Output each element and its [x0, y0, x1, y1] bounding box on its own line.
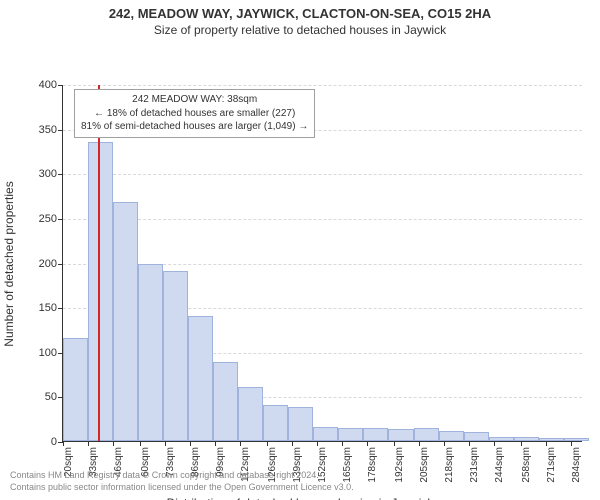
y-tick-mark	[58, 308, 63, 309]
histogram-bar	[313, 427, 338, 441]
x-tick-mark	[571, 441, 572, 446]
y-tick-label: 100	[39, 347, 57, 359]
x-tick-mark	[63, 441, 64, 446]
x-tick-mark	[317, 441, 318, 446]
y-tick-mark	[58, 219, 63, 220]
y-tick-label: 250	[39, 213, 57, 225]
y-axis-title: Number of detached properties	[2, 181, 16, 346]
footer-line-2: Contains public sector information licen…	[10, 482, 600, 494]
x-tick-mark	[215, 441, 216, 446]
annotation-line: ← 18% of detached houses are smaller (22…	[81, 107, 308, 121]
annotation-line: 242 MEADOW WAY: 38sqm	[81, 93, 308, 107]
histogram-bar	[388, 429, 413, 441]
plot-area: 05010015020025030035040020sqm33sqm46sqm6…	[62, 85, 582, 442]
histogram-bar	[514, 437, 539, 441]
x-tick-mark	[367, 441, 368, 446]
x-tick-mark	[521, 441, 522, 446]
x-tick-mark	[419, 441, 420, 446]
x-tick-mark	[444, 441, 445, 446]
histogram-bar	[263, 405, 288, 441]
histogram-bar	[213, 362, 238, 441]
x-axis-title: Distribution of detached houses by size …	[0, 496, 600, 500]
histogram-bar	[113, 202, 138, 441]
histogram-bar	[564, 438, 589, 441]
x-tick-mark	[113, 441, 114, 446]
y-tick-label: 350	[39, 124, 57, 136]
y-tick-label: 200	[39, 258, 57, 270]
property-marker-line	[98, 85, 100, 441]
gridline	[63, 174, 582, 175]
histogram-bar	[539, 438, 564, 441]
annotation-box: 242 MEADOW WAY: 38sqm← 18% of detached h…	[74, 89, 315, 138]
histogram-bar	[63, 338, 88, 441]
histogram-bar	[363, 428, 388, 441]
y-tick-label: 150	[39, 302, 57, 314]
footer-line-1: Contains HM Land Registry data © Crown c…	[10, 470, 600, 482]
x-tick-mark	[546, 441, 547, 446]
histogram-bar	[163, 271, 188, 441]
histogram-bar	[288, 407, 313, 441]
histogram-bar	[238, 387, 263, 441]
gridline	[63, 219, 582, 220]
page-title: 242, MEADOW WAY, JAYWICK, CLACTON-ON-SEA…	[0, 0, 600, 21]
y-tick-mark	[58, 85, 63, 86]
x-tick-mark	[394, 441, 395, 446]
y-tick-label: 0	[51, 436, 57, 448]
annotation-line: 81% of semi-detached houses are larger (…	[81, 120, 308, 134]
histogram-bar	[138, 264, 163, 441]
x-tick-mark	[140, 441, 141, 446]
x-tick-mark	[240, 441, 241, 446]
histogram-bar	[338, 428, 363, 441]
x-tick-mark	[190, 441, 191, 446]
histogram-bar	[464, 432, 489, 441]
histogram-bar	[414, 428, 439, 441]
y-tick-label: 400	[39, 79, 57, 91]
page-subtitle: Size of property relative to detached ho…	[0, 21, 600, 37]
x-tick-mark	[165, 441, 166, 446]
y-tick-label: 300	[39, 168, 57, 180]
x-tick-mark	[494, 441, 495, 446]
gridline	[63, 85, 582, 86]
x-tick-mark	[267, 441, 268, 446]
y-tick-mark	[58, 264, 63, 265]
footer: Contains HM Land Registry data © Crown c…	[0, 470, 600, 493]
x-tick-mark	[292, 441, 293, 446]
x-tick-mark	[469, 441, 470, 446]
histogram-bar	[188, 316, 213, 441]
x-tick-mark	[342, 441, 343, 446]
y-tick-mark	[58, 130, 63, 131]
y-tick-mark	[58, 174, 63, 175]
y-tick-label: 50	[45, 391, 57, 403]
chart-container: Number of detached properties 0501001502…	[0, 37, 600, 500]
histogram-bar	[439, 431, 464, 441]
histogram-bar	[489, 437, 514, 441]
histogram-bar	[88, 142, 113, 441]
x-tick-mark	[88, 441, 89, 446]
